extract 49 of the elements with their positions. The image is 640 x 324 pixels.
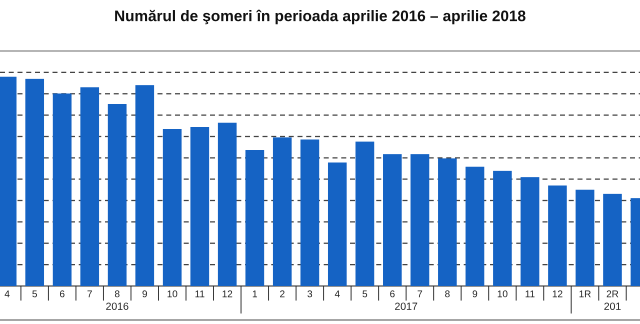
x-tick-label: 4 [334,290,340,298]
x-tick-label: 12 [552,290,562,298]
text: 2016 [106,302,128,310]
bar [466,166,484,286]
bar [548,186,567,286]
bar [383,154,402,286]
x-tick-label: 8 [114,290,120,298]
x-tick-label: 1 [252,290,258,298]
bar [328,162,347,286]
x-tick-label: 1R [579,290,591,298]
x-tick-label: 5 [362,290,368,298]
bar [438,158,457,286]
x-tick-label: 9 [472,290,478,298]
x-tick-label: 6 [390,290,395,298]
text: 201 [604,302,621,310]
x-tick-label: 11 [195,290,204,298]
bar [520,177,540,286]
x-tick-label: 2 [280,290,285,298]
x-tick-label: 3 [307,290,312,298]
x-tick-label: 9 [142,290,147,298]
x-tick-label: 7 [87,290,92,298]
x-tick-label: 7 [418,290,422,298]
x-tick-label: 2R [606,290,618,298]
bar [190,126,210,286]
x-tick-label: 8 [445,290,450,298]
x-tick-label: 10 [168,290,178,298]
bar [493,170,512,286]
bar [410,154,430,286]
x-tick-label: 5 [32,290,37,298]
bar [603,194,622,286]
bar [80,87,100,286]
x-tick-label: 11 [526,290,535,298]
bar [245,150,264,286]
bar [355,142,374,286]
bar [272,137,292,286]
x-tick-label: 6 [60,290,64,298]
bar [25,78,44,286]
x-tick-label: 4 [4,290,10,298]
bar [576,190,594,286]
bar [135,85,154,286]
bar [52,93,72,286]
x-tick-label: 12 [222,290,232,298]
chart-title: Numărul de şomeri în perioada aprilie 2016 – aprilie 2018 [115,10,526,24]
bar [300,140,320,286]
text: 2017 [395,302,418,310]
bar [218,122,237,286]
x-tick-label: 10 [498,290,508,298]
bar [108,104,127,286]
bar [162,129,182,286]
